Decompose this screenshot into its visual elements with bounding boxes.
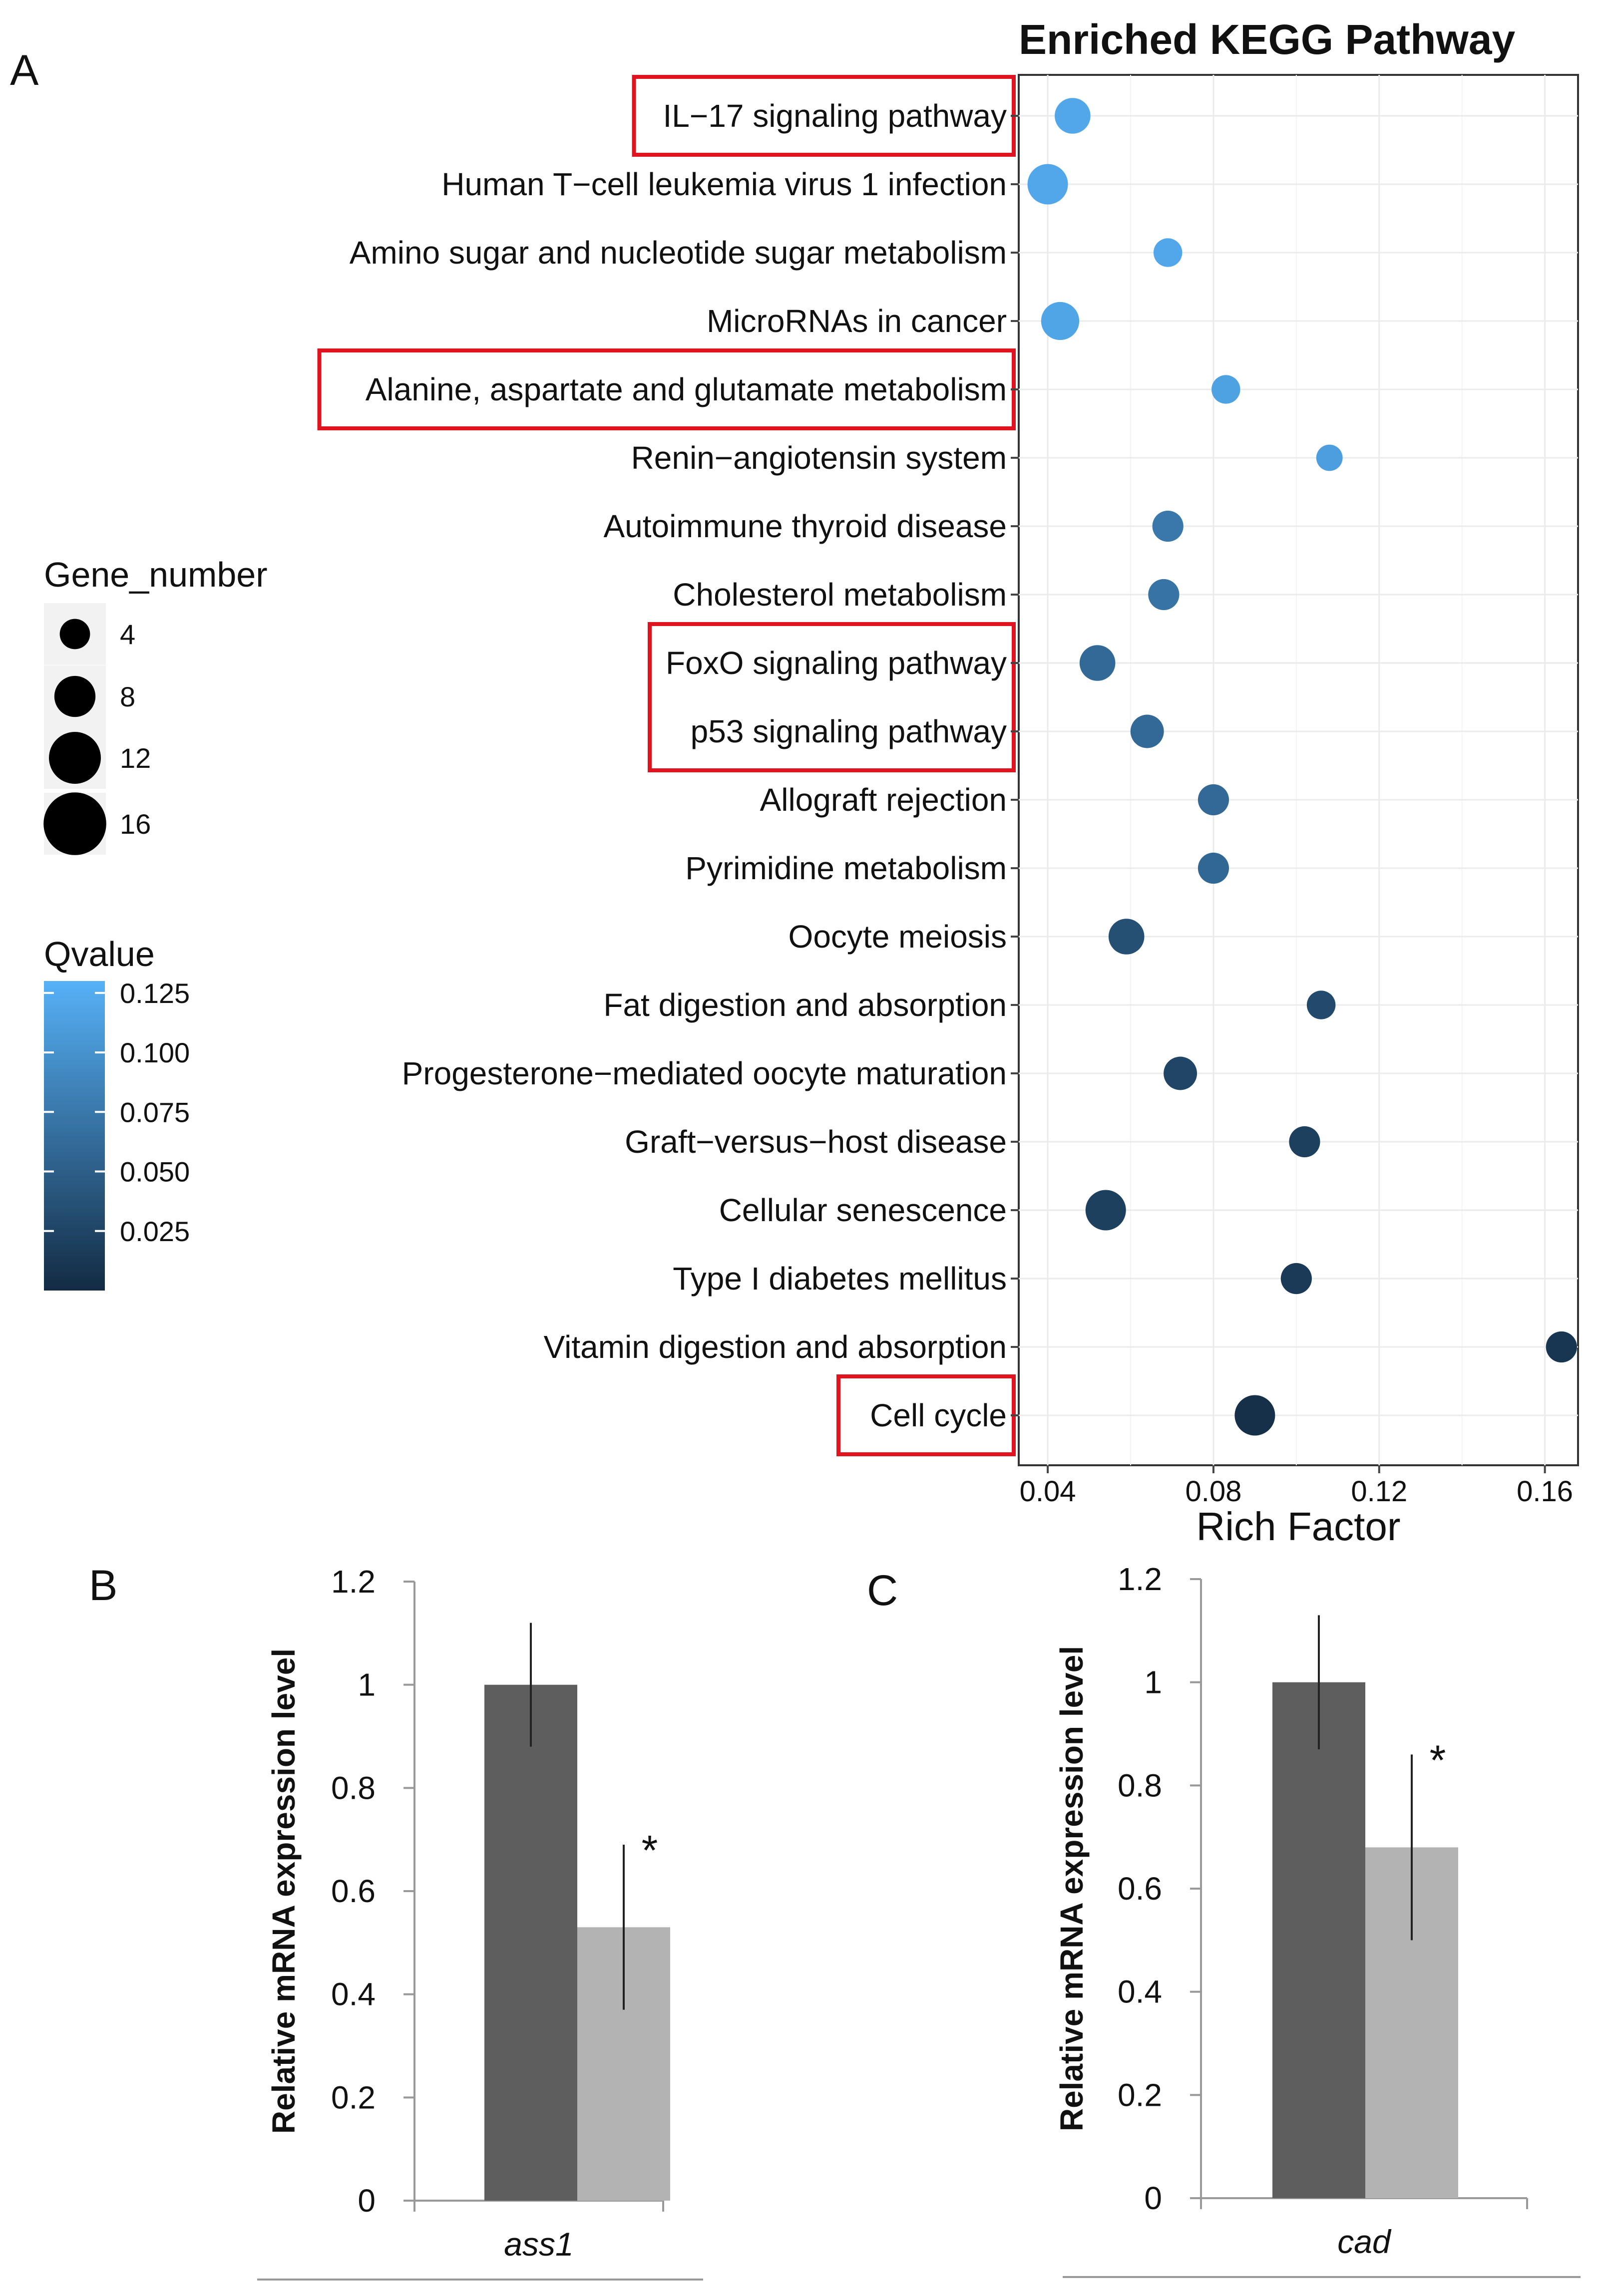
pathway-label: Renin−angiotensin system	[631, 440, 1007, 476]
qvalue-legend: Qvalue 0.125 0.100 0.075 0.050 0.025	[44, 935, 190, 1291]
colorbar-tick-label: 0.100	[120, 1037, 190, 1068]
qvalue-colorbar	[44, 981, 105, 1291]
bubble-point	[1041, 302, 1080, 340]
bubble-point	[1027, 164, 1068, 205]
pathway-label: Cellular senescence	[719, 1192, 1007, 1228]
size-legend-label: 16	[120, 808, 151, 840]
y-tick-label: 0.2	[1118, 2077, 1162, 2113]
pathway-label: Pyrimidine metabolism	[685, 850, 1007, 886]
bubble-point	[1289, 1126, 1320, 1158]
colorbar-tick-label: 0.075	[120, 1096, 190, 1128]
bubble-point	[1108, 919, 1145, 955]
y-tick-label: 1	[1144, 1664, 1162, 1700]
size-legend-label: 8	[120, 681, 135, 712]
y-tick-label: 1.2	[331, 1564, 376, 1600]
bubble-point	[1316, 444, 1343, 471]
bubble-point	[1130, 714, 1164, 748]
y-tick-label: 1.2	[1118, 1561, 1162, 1597]
size-legend-label: 12	[120, 742, 151, 774]
pathway-label: Progesterone−mediated oocyte maturation	[402, 1055, 1007, 1091]
bubble-point	[1234, 1395, 1275, 1436]
colorbar-tick-label: 0.050	[120, 1156, 190, 1188]
pathway-label: MicroRNAs in cancer	[707, 303, 1007, 339]
pathway-label: Oocyte meiosis	[789, 919, 1007, 955]
panel-label-b: B	[89, 1562, 117, 1610]
y-tick-label: 0.2	[331, 2079, 376, 2115]
pathway-label: Vitamin digestion and absorption	[544, 1329, 1007, 1365]
y-tick-label: 0.4	[331, 1976, 376, 2012]
bar-chart-cad: 0 0.2 0.4 0.6 0.8 1 1.2 * cad Relative mRNA expre…	[1054, 1561, 1581, 2278]
bubble-point	[1211, 375, 1240, 404]
color-legend-title: Qvalue	[44, 935, 155, 974]
x-tick-label: 0.12	[1351, 1475, 1407, 1508]
bubble-point	[1280, 1263, 1312, 1295]
bubble-point	[1148, 579, 1180, 611]
y-tick-label: 0.4	[1118, 1974, 1162, 2010]
bubble-point	[1198, 784, 1229, 816]
pathway-label: FoxO signaling pathway	[666, 645, 1007, 681]
y-tick-label: 0.8	[331, 1770, 376, 1806]
y-tick-label: 0.8	[1118, 1767, 1162, 1803]
pathway-label: Alanine, aspartate and glutamate metabol…	[366, 371, 1007, 407]
significance-marker: *	[642, 1827, 658, 1874]
pathway-label: IL−17 signaling pathway	[663, 98, 1007, 134]
pathway-label: Human T−cell leukemia virus 1 infection	[441, 166, 1007, 202]
panel-label-c: C	[867, 1567, 898, 1615]
size-legend-dot	[43, 792, 106, 855]
y-tick-label: 0	[1144, 2180, 1162, 2216]
y-tick-label: 1	[358, 1667, 376, 1703]
kegg-enrichment-chart: Enriched KEGG Pathway IL−17 signaling pa…	[317, 16, 1579, 1549]
category-label: ass1	[504, 2226, 573, 2263]
pathway-label: Type I diabetes mellitus	[673, 1261, 1007, 1297]
pathway-label: Cell cycle	[870, 1397, 1007, 1433]
y-axis-title: Relative mRNA expression level	[1054, 1646, 1090, 2131]
x-axis-title: Rich Factor	[1197, 1504, 1401, 1549]
x-tick-label: 0.08	[1185, 1475, 1241, 1508]
y-tick-label: 0.6	[331, 1873, 376, 1909]
pathway-label: Autoimmune thyroid disease	[603, 508, 1007, 544]
bubble-point	[1153, 238, 1183, 267]
pathway-label: Cholesterol metabolism	[673, 577, 1007, 613]
pathway-label: Graft−versus−host disease	[625, 1124, 1007, 1160]
pathway-label: p53 signaling pathway	[691, 713, 1007, 749]
chart-title: Enriched KEGG Pathway	[1019, 16, 1516, 63]
pathway-label: Allograft rejection	[760, 782, 1007, 818]
bubble-point	[1055, 98, 1091, 134]
category-label: cad	[1337, 2223, 1392, 2260]
bubble-point	[1085, 1190, 1126, 1231]
size-legend-dot	[49, 732, 101, 784]
bar	[484, 1684, 577, 2201]
bubble-point	[1198, 852, 1229, 884]
y-tick-label: 0	[358, 2183, 376, 2219]
pathway-label: Fat digestion and absorption	[603, 987, 1007, 1023]
bubble-point	[1079, 645, 1116, 681]
x-tick-label: 0.04	[1020, 1475, 1076, 1508]
colorbar-tick-label: 0.025	[120, 1216, 190, 1247]
bubble-point	[1164, 1056, 1198, 1090]
bar	[1272, 1682, 1365, 2198]
plot-panel	[1018, 74, 1579, 1466]
colorbar-tick-label: 0.125	[120, 978, 190, 1009]
bar-chart-ass1: 0 0.2 0.4 0.6 0.8 1 1.2 * ass1 Relative mRNA expr…	[257, 1564, 703, 2281]
bubble-point	[1152, 510, 1184, 542]
pathway-labels: IL−17 signaling pathway Human T−cell leuk…	[350, 98, 1019, 1433]
x-tick-label: 0.16	[1517, 1475, 1573, 1508]
size-legend-label: 4	[120, 619, 135, 650]
significance-marker: *	[1430, 1736, 1446, 1783]
size-legend-dot	[59, 619, 90, 650]
bubble-point	[1546, 1331, 1577, 1363]
x-axis: 0.04 0.08 0.12 0.16	[1020, 1465, 1573, 1508]
highlight-box	[648, 622, 1016, 772]
pathway-label: Amino sugar and nucleotide sugar metabol…	[350, 235, 1007, 271]
y-tick-label: 0.6	[1118, 1871, 1162, 1907]
size-legend-title: Gene_number	[44, 555, 268, 594]
size-legend-dot	[54, 675, 96, 717]
bubble-points	[1027, 98, 1577, 1436]
highlight-boxes	[317, 75, 1016, 1456]
bubble-point	[1306, 990, 1336, 1019]
y-axis-title: Relative mRNA expression level	[266, 1648, 302, 2134]
gene-number-legend: Gene_number 4 8 12 16	[43, 555, 268, 855]
panel-label-a: A	[10, 46, 39, 94]
